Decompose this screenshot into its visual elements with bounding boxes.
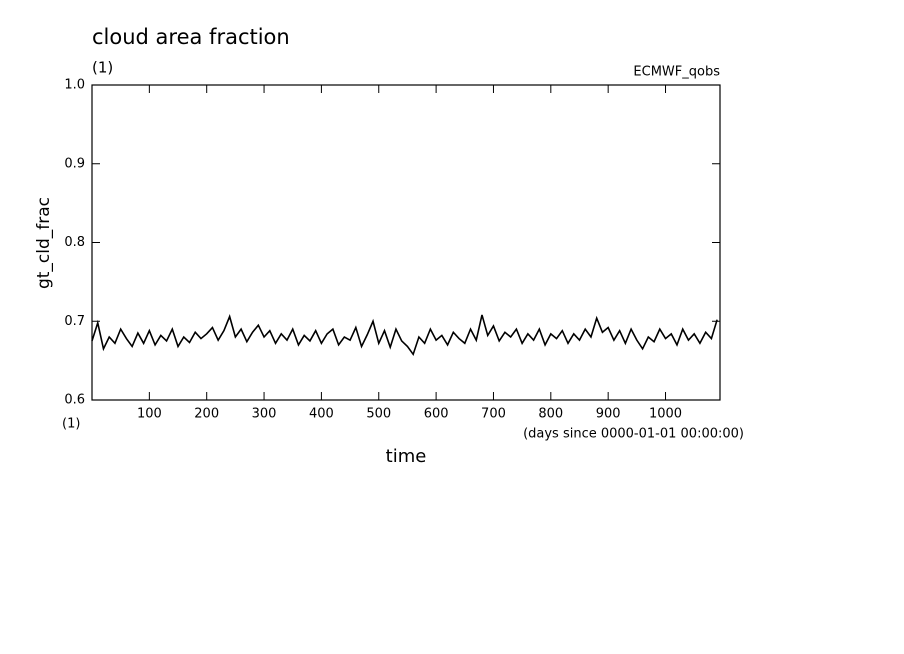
data-line [91, 314, 718, 357]
y-tick-label: 1.0 [64, 78, 85, 93]
x-tick-label: 1000 [649, 407, 682, 422]
x-tick-label: 700 [481, 407, 506, 422]
chart-title: cloud area fraction [92, 25, 290, 49]
y-tick-label: 0.6 [64, 393, 85, 408]
x-tick-label: 300 [252, 407, 277, 422]
y-tick-label: 0.9 [64, 156, 85, 171]
y-tick-label: 0.8 [64, 235, 85, 250]
x-unit-label: (1) [62, 417, 80, 432]
x-tick-label: 900 [596, 407, 621, 422]
x-axis-label: time [386, 446, 427, 467]
x-tick-label: 500 [366, 407, 391, 422]
x-tick-label: 400 [309, 407, 334, 422]
x-tick-label: 100 [137, 407, 162, 422]
y-axis-label: gt_cld_frac [34, 197, 54, 289]
subtitle: (1) [92, 59, 113, 77]
y-tick-label: 0.7 [64, 314, 85, 329]
plot-frame [91, 84, 721, 401]
x-tick-label: 800 [538, 407, 563, 422]
x-tick-label: 200 [194, 407, 219, 422]
x-units: (days since 0000-01-01 00:00:00) [523, 427, 744, 442]
source-label: ECMWF_qobs [633, 65, 720, 80]
x-tick-label: 600 [424, 407, 449, 422]
